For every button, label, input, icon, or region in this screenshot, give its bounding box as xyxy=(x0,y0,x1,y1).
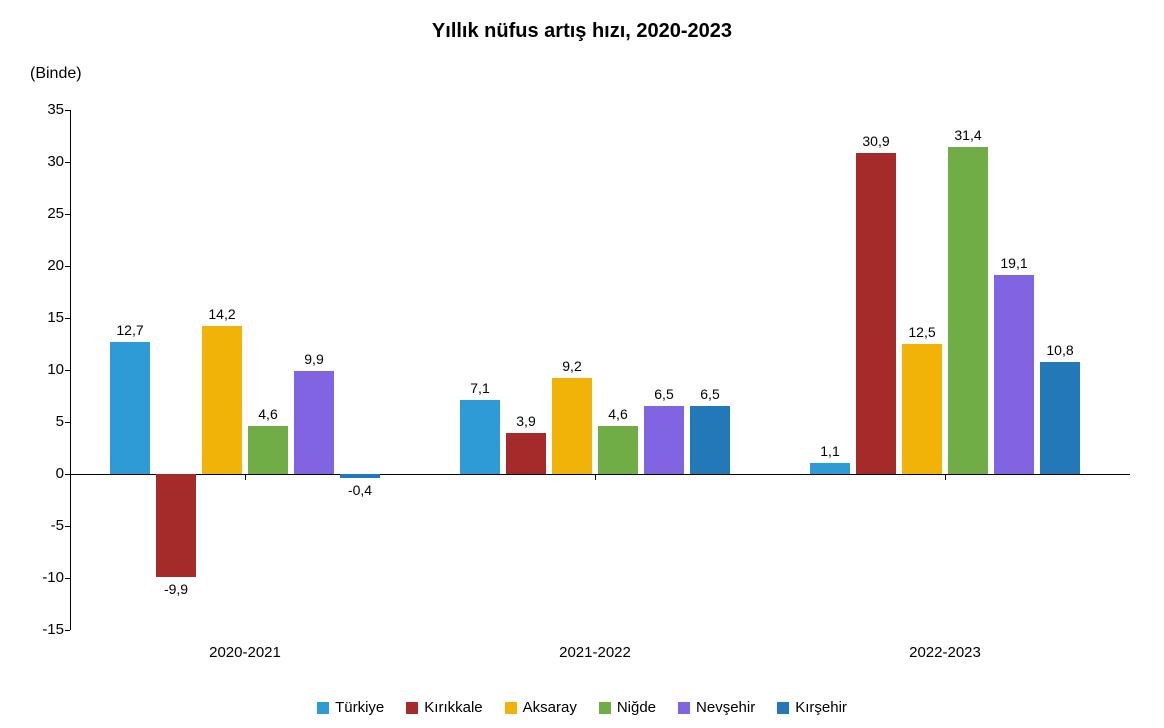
bar-value-label: 9,9 xyxy=(288,351,340,367)
y-axis-line xyxy=(70,110,71,630)
y-tick-label: 10 xyxy=(4,361,64,378)
bar-value-label: 14,2 xyxy=(196,306,248,322)
bar xyxy=(506,433,546,474)
legend-label: Kırıkkale xyxy=(424,699,482,716)
chart-legend: Türkiye Kırıkkale Aksaray Niğde Nevşehir Kırş… xyxy=(0,699,1164,716)
legend-label: Aksaray xyxy=(523,699,577,716)
legend-item: Kırşehir xyxy=(777,699,847,716)
bar-value-label: 1,1 xyxy=(804,443,856,459)
bar xyxy=(248,426,288,474)
y-tick-mark xyxy=(65,162,70,163)
bar-value-label: -9,9 xyxy=(150,581,202,597)
y-tick-label: -5 xyxy=(4,517,64,534)
y-tick-mark xyxy=(65,266,70,267)
y-tick-label: 30 xyxy=(4,153,64,170)
bar-value-label: 9,2 xyxy=(546,358,598,374)
bar-value-label: 4,6 xyxy=(242,406,294,422)
bar xyxy=(644,406,684,474)
chart-plot-area: 12,7 -9,9 14,2 4,6 9,9 -0,4 7,1 3,9 9,2 4,6 6,56,5… xyxy=(70,110,1130,630)
legend-label: Türkiye xyxy=(335,699,384,716)
bar xyxy=(690,406,730,474)
bar-value-label: 6,5 xyxy=(684,386,736,402)
bar xyxy=(856,153,896,474)
legend-swatch xyxy=(406,702,418,714)
legend-swatch xyxy=(505,702,517,714)
bar-value-label: 31,4 xyxy=(942,127,994,143)
y-tick-label: 15 xyxy=(4,309,64,326)
bar-value-label: 19,1 xyxy=(988,255,1040,271)
legend-swatch xyxy=(317,702,329,714)
x-tick-mark xyxy=(945,474,946,480)
y-tick-mark xyxy=(65,318,70,319)
y-tick-mark xyxy=(65,370,70,371)
bar-value-label: 4,6 xyxy=(592,406,644,422)
legend-item: Türkiye xyxy=(317,699,384,716)
y-tick-label: 20 xyxy=(4,257,64,274)
y-tick-mark xyxy=(65,630,70,631)
x-tick-mark xyxy=(245,474,246,480)
bar xyxy=(810,463,850,474)
bar-value-label: 3,9 xyxy=(500,413,552,429)
legend-swatch xyxy=(678,702,690,714)
y-tick-mark xyxy=(65,214,70,215)
x-tick-label: 2021-2022 xyxy=(535,644,655,661)
y-tick-mark xyxy=(65,474,70,475)
legend-item: Aksaray xyxy=(505,699,577,716)
bar-value-label: 30,9 xyxy=(850,133,902,149)
y-tick-label: -10 xyxy=(4,569,64,586)
bar-value-label: 6,5 xyxy=(638,386,690,402)
y-tick-label: 35 xyxy=(4,101,64,118)
bar-value-label: 10,8 xyxy=(1034,342,1086,358)
y-tick-label: -15 xyxy=(4,621,64,638)
bar xyxy=(340,474,380,478)
bar-value-label: 12,5 xyxy=(896,324,948,340)
bar xyxy=(1040,362,1080,474)
legend-item: Kırıkkale xyxy=(406,699,482,716)
legend-item: Nevşehir xyxy=(678,699,755,716)
bar xyxy=(460,400,500,474)
bar xyxy=(552,378,592,474)
chart-title: Yıllık nüfus artış hızı, 2020-2023 xyxy=(0,20,1164,43)
bar xyxy=(202,326,242,474)
bar xyxy=(994,275,1034,474)
bar-value-label: 7,1 xyxy=(454,380,506,396)
y-tick-label: 5 xyxy=(4,413,64,430)
bar xyxy=(110,342,150,474)
legend-label: Nevşehir xyxy=(696,699,755,716)
legend-item: Niğde xyxy=(599,699,656,716)
bar xyxy=(156,474,196,577)
x-tick-label: 2020-2021 xyxy=(185,644,305,661)
y-tick-mark xyxy=(65,422,70,423)
x-axis-line xyxy=(70,474,1130,475)
y-tick-label: 0 xyxy=(4,465,64,482)
y-tick-mark xyxy=(65,110,70,111)
legend-swatch xyxy=(599,702,611,714)
x-tick-label: 2022-2023 xyxy=(885,644,1005,661)
legend-label: Niğde xyxy=(617,699,656,716)
y-tick-label: 25 xyxy=(4,205,64,222)
bar xyxy=(598,426,638,474)
y-tick-mark xyxy=(65,526,70,527)
legend-label: Kırşehir xyxy=(795,699,847,716)
legend-swatch xyxy=(777,702,789,714)
bar xyxy=(948,147,988,474)
bar-value-label: -0,4 xyxy=(334,482,386,498)
bar xyxy=(902,344,942,474)
y-tick-mark xyxy=(65,578,70,579)
bar-value-label: 12,7 xyxy=(104,322,156,338)
x-tick-mark xyxy=(595,474,596,480)
y-axis-unit-label: (Binde) xyxy=(30,65,82,83)
bar xyxy=(294,371,334,474)
